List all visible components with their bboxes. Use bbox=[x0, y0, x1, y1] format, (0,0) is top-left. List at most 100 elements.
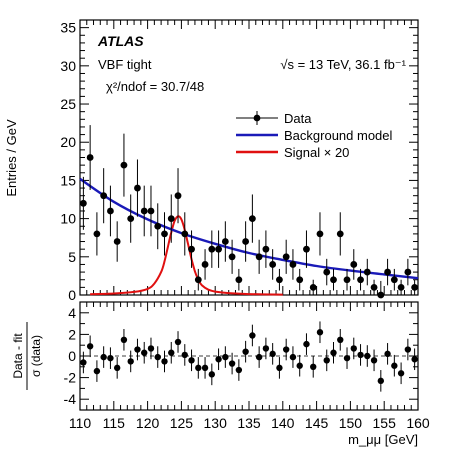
x-tick-label: 160 bbox=[406, 415, 430, 431]
ratio-point bbox=[343, 347, 351, 369]
ratio-point bbox=[303, 333, 310, 355]
data-point-marker bbox=[107, 207, 114, 215]
ratio-point bbox=[127, 350, 134, 373]
ratio-point bbox=[370, 349, 378, 372]
data-point-marker bbox=[147, 207, 155, 215]
data-point-marker bbox=[276, 276, 283, 284]
ratio-point-marker bbox=[222, 353, 229, 361]
ratio-point bbox=[147, 337, 155, 360]
main-y-tick-label: 25 bbox=[60, 96, 76, 112]
ratio-point-marker bbox=[107, 354, 114, 362]
ratio-point-marker bbox=[255, 353, 263, 361]
ratio-point-marker bbox=[269, 350, 276, 358]
main-plot-panel: 0 5 10 15 20 25 30 35 Entries / GeV ATLAS VBF t… bbox=[4, 19, 419, 303]
ratio-point bbox=[411, 348, 418, 371]
data-point-marker bbox=[194, 276, 202, 284]
ratio-point-marker bbox=[100, 353, 107, 361]
data-point-marker bbox=[208, 245, 216, 253]
data-point-marker bbox=[127, 215, 135, 223]
data-point-marker bbox=[363, 268, 371, 276]
legend-label: Data bbox=[284, 111, 312, 126]
ratio-point-marker bbox=[174, 338, 182, 346]
ratio-point-marker bbox=[357, 351, 364, 359]
data-point bbox=[336, 212, 344, 256]
data-point bbox=[296, 268, 304, 291]
data-point-marker bbox=[370, 283, 378, 291]
data-point bbox=[134, 159, 141, 217]
x-tick-label: 110 bbox=[69, 415, 92, 431]
data-point bbox=[289, 249, 297, 280]
data-point-marker bbox=[228, 253, 236, 261]
data-point-marker bbox=[330, 276, 337, 284]
ratio-point-marker bbox=[93, 367, 101, 375]
ratio-plot-panel: -4 -2 0 2 4 110 115 120 125 130 135 140 145 150 155 16… bbox=[11, 301, 430, 447]
data-point-marker bbox=[188, 245, 195, 253]
ratio-point-marker bbox=[147, 345, 155, 352]
data-point bbox=[208, 230, 216, 268]
ratio-point bbox=[262, 337, 270, 360]
ratio-point bbox=[323, 349, 330, 372]
data-point-marker bbox=[248, 215, 256, 223]
data-point bbox=[309, 279, 317, 295]
data-point bbox=[188, 230, 195, 268]
ratio-point-marker bbox=[242, 348, 249, 355]
main-y-tick-label: 20 bbox=[60, 134, 76, 150]
ratio-point bbox=[235, 359, 243, 381]
ratio-point-marker bbox=[384, 350, 391, 358]
ratio-point-marker bbox=[208, 371, 216, 378]
data-point-marker bbox=[113, 238, 121, 245]
ratio-point bbox=[404, 338, 412, 361]
ratio-point bbox=[222, 346, 229, 368]
ratio-point bbox=[195, 357, 202, 379]
ratio-point-marker bbox=[134, 346, 141, 353]
data-point-marker bbox=[323, 268, 331, 276]
ratio-point-marker bbox=[364, 352, 371, 360]
ratio-point-marker bbox=[168, 349, 175, 356]
main-y-tick-label: 5 bbox=[68, 249, 76, 265]
data-point bbox=[79, 176, 87, 230]
ratio-y-tick-label: 0 bbox=[68, 348, 76, 364]
data-point-marker bbox=[161, 230, 168, 238]
data-point bbox=[282, 239, 290, 274]
data-point bbox=[269, 249, 277, 280]
ratio-point-marker bbox=[188, 357, 195, 364]
ratio-point-marker bbox=[161, 358, 168, 365]
ratio-x-axis: 110 115 120 125 130 135 140 145 150 155 160 bbox=[69, 302, 430, 431]
data-point bbox=[404, 258, 412, 286]
data-point bbox=[93, 212, 101, 256]
data-point-marker bbox=[201, 261, 209, 268]
data-point-marker bbox=[167, 215, 175, 223]
ratio-y-axis: -4 -2 0 2 4 bbox=[64, 301, 418, 411]
ratio-point bbox=[201, 357, 209, 379]
ratio-y-tick-label: -2 bbox=[64, 370, 77, 386]
ratio-point-marker bbox=[316, 329, 324, 336]
ratio-point-marker bbox=[350, 345, 357, 352]
data-point bbox=[303, 230, 310, 268]
ratio-point bbox=[134, 338, 141, 361]
ratio-point bbox=[107, 347, 114, 369]
data-point-marker bbox=[134, 184, 141, 192]
data-point-marker bbox=[174, 192, 182, 200]
data-point-marker bbox=[343, 276, 351, 284]
data-point bbox=[390, 268, 398, 291]
signal-curve bbox=[90, 215, 283, 296]
data-point-marker bbox=[86, 154, 94, 161]
data-point bbox=[248, 194, 256, 243]
ratio-point bbox=[208, 363, 216, 386]
data-point-marker bbox=[269, 261, 277, 268]
data-point bbox=[100, 168, 108, 224]
data-point bbox=[370, 279, 378, 295]
ratio-point-marker bbox=[391, 362, 398, 369]
ratio-point-marker bbox=[195, 364, 202, 372]
data-point-marker bbox=[79, 199, 87, 207]
ratio-point-marker bbox=[154, 353, 161, 361]
data-point bbox=[127, 194, 135, 243]
legend: Data Background model Signal × 20 bbox=[236, 111, 393, 160]
ratio-point-marker bbox=[282, 346, 290, 353]
data-point-marker bbox=[336, 230, 344, 238]
main-y-axis: 0 5 10 15 20 25 30 35 bbox=[60, 19, 418, 303]
ratio-point-marker bbox=[249, 332, 256, 339]
data-point bbox=[86, 125, 94, 190]
ratio-point-marker bbox=[141, 349, 148, 356]
ratio-point bbox=[384, 343, 391, 365]
